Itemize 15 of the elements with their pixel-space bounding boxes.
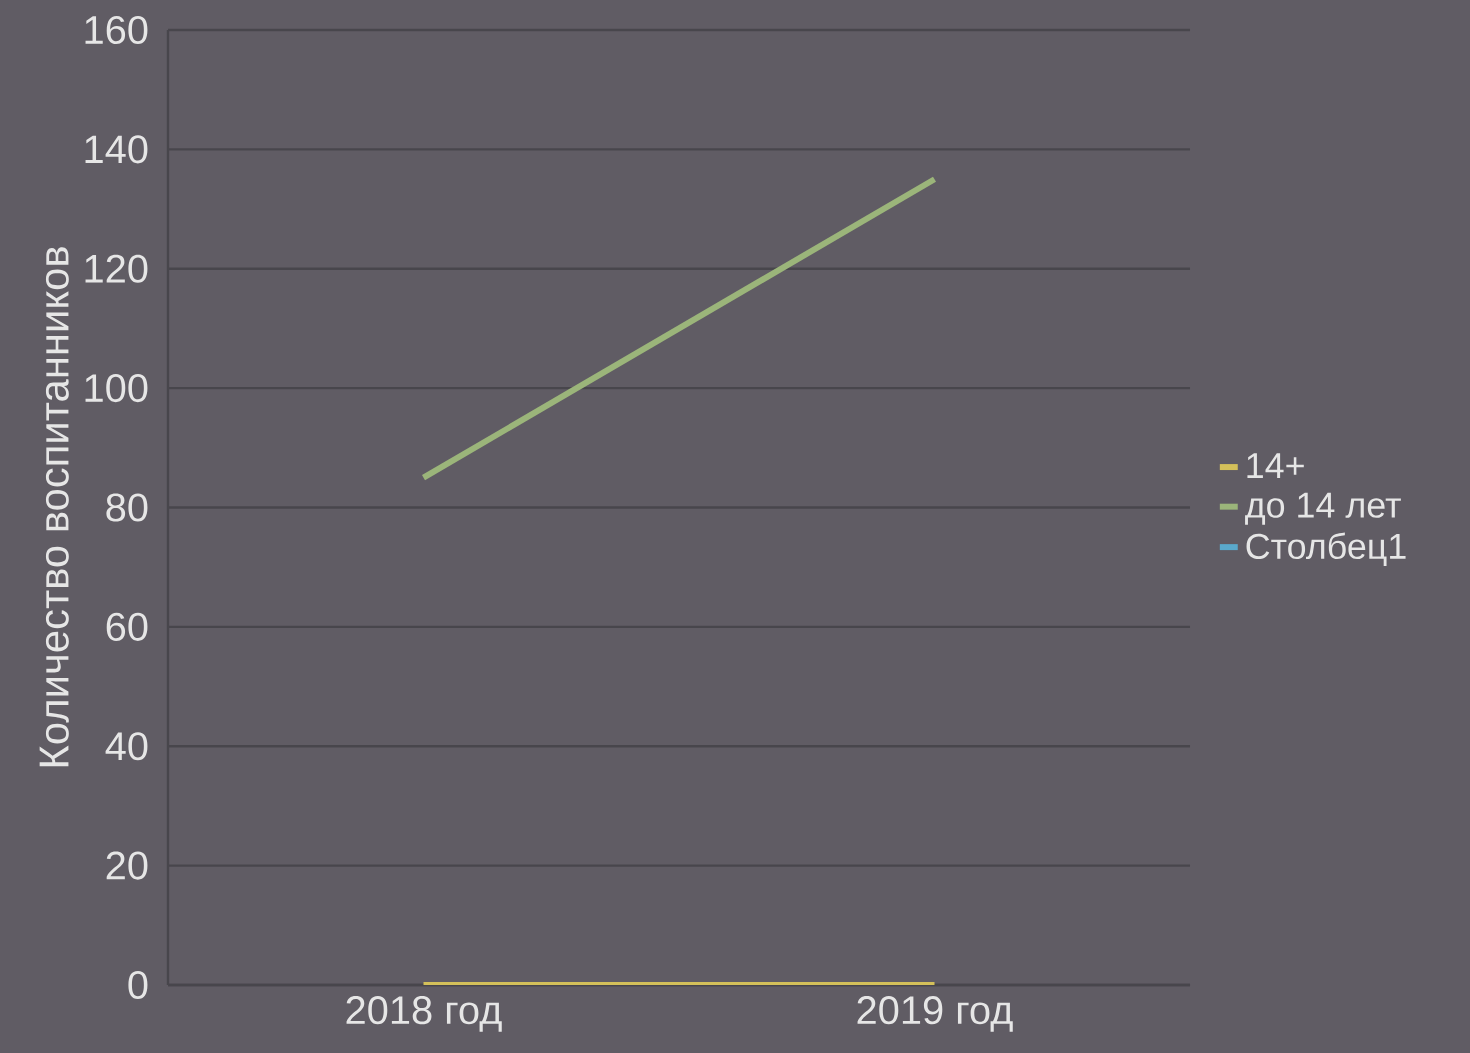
legend-label: Столбец1 — [1246, 532, 1406, 566]
y-tick-label: 60 — [106, 612, 148, 641]
y-tick-label: 140 — [85, 135, 148, 164]
x-tick-label: 2018 год — [346, 996, 502, 1032]
y-tick-label: 160 — [85, 15, 148, 45]
y-tick-label: 100 — [85, 374, 148, 403]
y-axis-title: Количество воспитанников — [39, 247, 69, 767]
y-tick-label: 0 — [128, 970, 148, 1000]
legend-label: 14+ — [1247, 453, 1304, 478]
y-tick-label: 120 — [85, 254, 148, 283]
x-tick-label: 2019 год — [857, 996, 1013, 1032]
y-tick-label: 40 — [105, 732, 148, 761]
y-tick-label: 20 — [106, 851, 148, 880]
y-tick-label: 80 — [106, 493, 148, 522]
legend-label: до 14 лет — [1245, 492, 1401, 525]
